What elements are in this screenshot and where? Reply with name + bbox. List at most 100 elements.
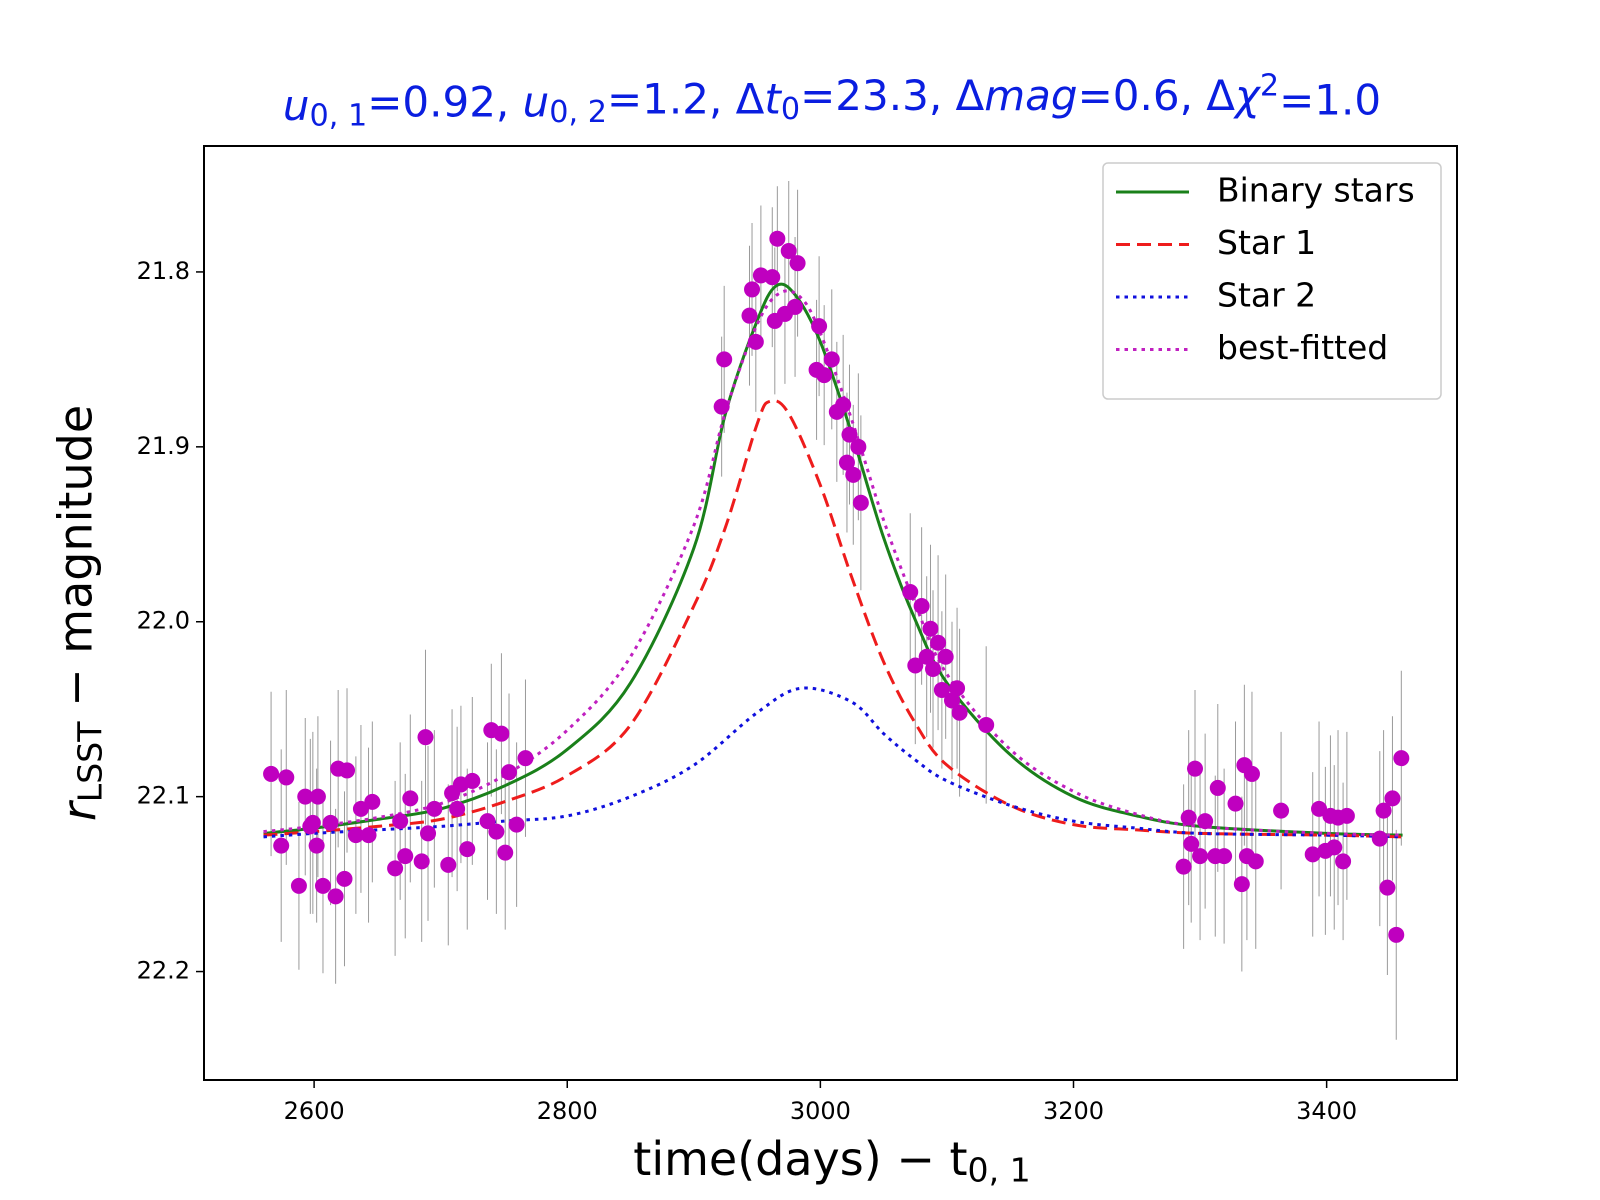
text-segment: 2 bbox=[1260, 68, 1279, 103]
data-point bbox=[925, 660, 942, 677]
data-point bbox=[314, 877, 331, 894]
data-point bbox=[951, 704, 968, 721]
data-point bbox=[297, 788, 314, 805]
data-point bbox=[1273, 802, 1290, 819]
data-point bbox=[922, 620, 939, 637]
text-segment: t bbox=[764, 74, 782, 123]
data-point bbox=[838, 454, 855, 471]
data-point bbox=[309, 788, 326, 805]
text-segment: Δ bbox=[956, 71, 985, 120]
data-point bbox=[823, 351, 840, 368]
text-segment: χ bbox=[1233, 71, 1262, 120]
data-point bbox=[1216, 848, 1233, 865]
data-point bbox=[944, 692, 961, 709]
data-point bbox=[816, 367, 833, 384]
data-point bbox=[1388, 926, 1405, 943]
text-segment: =1.0 bbox=[1279, 75, 1381, 124]
text-segment: 0, 1 bbox=[968, 1150, 1031, 1189]
plot-frame bbox=[203, 145, 1458, 1081]
text-segment: u bbox=[283, 81, 310, 130]
data-point bbox=[1192, 848, 1209, 865]
data-point bbox=[397, 848, 414, 865]
text-segment: =0.6, bbox=[1078, 71, 1207, 120]
x-tick-label: 3000 bbox=[790, 1097, 851, 1125]
data-point bbox=[464, 772, 481, 789]
data-point bbox=[392, 813, 409, 830]
x-tick-label: 2800 bbox=[537, 1097, 598, 1125]
data-point bbox=[902, 584, 919, 601]
data-point bbox=[1243, 765, 1260, 782]
data-point bbox=[852, 494, 869, 511]
series-line bbox=[263, 686, 1403, 839]
text-segment: u bbox=[523, 77, 550, 126]
data-point bbox=[1197, 813, 1214, 830]
data-point bbox=[1175, 858, 1192, 875]
data-point bbox=[787, 298, 804, 315]
x-tick-label: 3400 bbox=[1296, 1097, 1357, 1125]
data-point bbox=[764, 269, 781, 286]
legend-label: Star 2 bbox=[1217, 276, 1316, 315]
data-point bbox=[517, 750, 534, 767]
data-point bbox=[273, 837, 290, 854]
data-point bbox=[426, 800, 443, 817]
data-point bbox=[449, 800, 466, 817]
data-point bbox=[716, 351, 733, 368]
text-segment: time(days) − t bbox=[633, 1132, 967, 1186]
data-point bbox=[440, 856, 457, 873]
data-point bbox=[263, 765, 280, 782]
data-point bbox=[789, 255, 806, 272]
data-point bbox=[1379, 879, 1396, 896]
data-point bbox=[845, 466, 862, 483]
text-segment: 0, 2 bbox=[549, 95, 607, 130]
data-point bbox=[1338, 807, 1355, 824]
data-point bbox=[907, 657, 924, 674]
data-point bbox=[913, 598, 930, 615]
data-point bbox=[347, 827, 364, 844]
data-point bbox=[918, 648, 935, 665]
x-tick-label: 2600 bbox=[284, 1097, 345, 1125]
data-point bbox=[493, 725, 510, 742]
data-point bbox=[1326, 839, 1343, 856]
data-point bbox=[420, 825, 437, 842]
text-segment: 0, 1 bbox=[310, 98, 368, 133]
series-line bbox=[263, 399, 1403, 839]
data-point bbox=[1233, 876, 1250, 893]
y-tick-label: 22.2 bbox=[137, 957, 190, 985]
y-tick-label: 21.8 bbox=[137, 257, 190, 285]
data-point bbox=[497, 844, 514, 861]
data-point bbox=[835, 396, 852, 413]
plot-content bbox=[263, 180, 1410, 1040]
data-point bbox=[949, 680, 966, 697]
text-segment: =0.92, bbox=[367, 77, 522, 126]
y-tick-label: 22.0 bbox=[137, 607, 190, 635]
text-segment: − magnitude bbox=[48, 405, 102, 722]
data-point bbox=[387, 860, 404, 877]
data-point bbox=[336, 870, 353, 887]
data-point bbox=[1393, 750, 1410, 767]
data-point bbox=[488, 823, 505, 840]
data-point bbox=[402, 790, 419, 807]
data-point bbox=[278, 769, 295, 786]
data-point bbox=[327, 888, 344, 905]
data-point bbox=[769, 230, 786, 247]
data-point bbox=[1247, 853, 1264, 870]
data-point bbox=[780, 242, 797, 259]
data-point bbox=[1375, 802, 1392, 819]
x-axis-label: time(days) − t0, 1 bbox=[633, 1132, 1030, 1189]
data-point bbox=[1180, 809, 1197, 826]
legend-box bbox=[1102, 162, 1442, 400]
data-point bbox=[850, 438, 867, 455]
data-point bbox=[811, 318, 828, 335]
data-point bbox=[479, 813, 496, 830]
data-point bbox=[1304, 846, 1321, 863]
legend-label: Star 1 bbox=[1217, 223, 1316, 262]
y-tick-label: 21.9 bbox=[137, 432, 190, 460]
chart-title: u0, 1=0.92, u0, 2=1.2, Δt0=23.3, Δmag=0.… bbox=[283, 68, 1381, 133]
data-point bbox=[290, 877, 307, 894]
data-point bbox=[304, 814, 321, 831]
text-segment: =1.2, bbox=[607, 74, 736, 123]
data-point bbox=[713, 398, 730, 415]
data-point bbox=[360, 827, 377, 844]
